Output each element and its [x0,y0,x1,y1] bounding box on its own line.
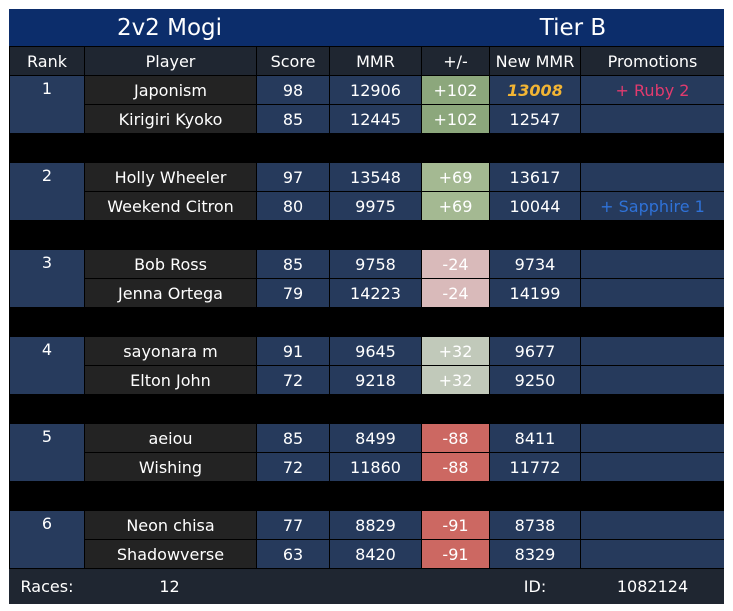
player-name: Shadowverse [85,540,256,568]
score-cell: 85 [257,105,329,133]
delta-cell: -91 [422,540,489,568]
score-cell: 63 [257,540,329,568]
delta-cell: +102 [422,76,489,104]
score-cell: 72 [257,453,329,481]
delta-cell: -88 [422,453,489,481]
mmr-cell: 9218 [330,366,421,394]
tier-label: Tier B [539,14,607,41]
id-label: ID: [523,577,547,596]
column-header: Rank [10,47,84,75]
column-header: Score [257,47,329,75]
player-name: Wishing [85,453,256,481]
title-bar [9,9,724,46]
player-name: Elton John [85,366,256,394]
promotion-cell [581,424,724,452]
mmr-cell: 12445 [330,105,421,133]
promotion-cell [581,453,724,481]
player-name: Jenna Ortega [85,279,256,307]
column-header: +/- [422,47,489,75]
player-name: Kirigiri Kyoko [85,105,256,133]
delta-cell: +32 [422,337,489,365]
player-name: Holly Wheeler [85,163,256,191]
races-label: Races: [20,577,74,596]
promotion-cell [581,511,724,539]
new-mmr-cell: 12547 [490,105,580,133]
score-cell: 91 [257,337,329,365]
promotion-cell [581,250,724,278]
new-mmr-cell: 11772 [490,453,580,481]
mmr-cell: 9758 [330,250,421,278]
score-cell: 97 [257,163,329,191]
column-header: New MMR [490,47,580,75]
new-mmr-cell: 8738 [490,511,580,539]
mmr-cell: 14223 [330,279,421,307]
promotion-cell [581,105,724,133]
player-name: Japonism [85,76,256,104]
mmr-cell: 11860 [330,453,421,481]
score-cell: 85 [257,424,329,452]
new-mmr-cell: 13617 [490,163,580,191]
results-table: 2v2 Mogi Tier B Rank Player Score MMR +/- New M… [9,9,724,604]
mmr-cell: 8420 [330,540,421,568]
score-cell: 98 [257,76,329,104]
player-name: aeiou [85,424,256,452]
column-header: MMR [330,47,421,75]
mmr-cell: 8829 [330,511,421,539]
mmr-cell: 8499 [330,424,421,452]
delta-cell: +32 [422,366,489,394]
new-mmr-cell: 8411 [490,424,580,452]
new-mmr-cell: 8329 [490,540,580,568]
new-mmr-cell: 13008 [490,76,580,104]
score-cell: 85 [257,250,329,278]
score-cell: 80 [257,192,329,220]
delta-cell: +102 [422,105,489,133]
promotion-cell [581,337,724,365]
races-count: 12 [159,577,180,596]
delta-cell: -91 [422,511,489,539]
mmr-cell: 9645 [330,337,421,365]
promotion-cell [581,366,724,394]
promotion-cell: + Ruby 2 [581,76,724,104]
promotion-cell [581,540,724,568]
rank-cell: 6 [10,511,84,568]
mogi-title: 2v2 Mogi [116,14,223,41]
score-cell: 77 [257,511,329,539]
player-name: Bob Ross [85,250,256,278]
column-header: Promotions [581,47,724,75]
delta-cell: +69 [422,163,489,191]
mmr-cell: 13548 [330,163,421,191]
rank-cell: 2 [10,163,84,220]
new-mmr-cell: 10044 [490,192,580,220]
delta-cell: -24 [422,279,489,307]
rank-cell: 3 [10,250,84,307]
mmr-cell: 12906 [330,76,421,104]
mmr-cell: 9975 [330,192,421,220]
new-mmr-cell: 9734 [490,250,580,278]
promotion-cell [581,279,724,307]
footer-bar [9,569,724,604]
score-cell: 79 [257,279,329,307]
new-mmr-cell: 9677 [490,337,580,365]
player-name: sayonara m [85,337,256,365]
mogi-id: 1082124 [616,577,689,596]
player-name: Weekend Citron [85,192,256,220]
rank-cell: 1 [10,76,84,133]
rank-cell: 5 [10,424,84,481]
delta-cell: -88 [422,424,489,452]
delta-cell: +69 [422,192,489,220]
promotion-cell [581,163,724,191]
delta-cell: -24 [422,250,489,278]
rank-cell: 4 [10,337,84,394]
new-mmr-cell: 14199 [490,279,580,307]
column-header: Player [85,47,256,75]
new-mmr-cell: 9250 [490,366,580,394]
player-name: Neon chisa [85,511,256,539]
promotion-cell: + Sapphire 1 [581,192,724,220]
score-cell: 72 [257,366,329,394]
